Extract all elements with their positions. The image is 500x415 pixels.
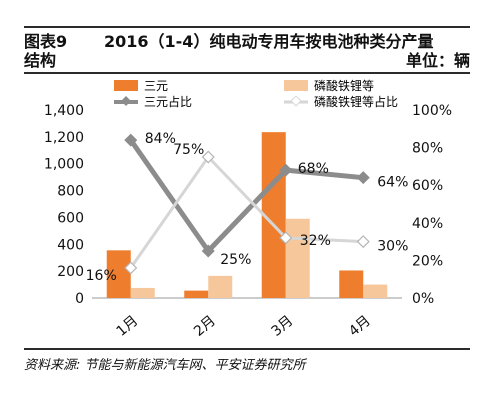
point-lfp-share-2 <box>201 150 215 164</box>
right-axis-tick-label: 40% <box>412 216 443 232</box>
bar-lfp-3 <box>285 218 310 298</box>
data-label-ternary-share-3: 68% <box>298 161 329 177</box>
left-axis-tick-label: 600 <box>57 210 84 226</box>
line-ternary-share <box>128 138 364 254</box>
legend-marker-lfp-share <box>290 95 302 107</box>
left-axis-tick-label: 1,400 <box>44 103 84 119</box>
legend-label-ternary-share: 三元占比 <box>144 94 192 109</box>
line-marks: 84% 25% 68% 64% 16% 75% 32% 30% <box>86 131 409 284</box>
line-lfp-share <box>129 155 364 269</box>
right-axis-tick-label: 80% <box>412 141 443 157</box>
data-label-lfp-share-4: 30% <box>377 239 408 255</box>
left-axis-tick-label: 200 <box>57 264 84 280</box>
data-label-lfp-share-2: 75% <box>173 142 204 158</box>
footer-rule <box>24 348 470 350</box>
left-axis-tick-label: 800 <box>57 184 84 200</box>
legend-swatch-ternary <box>114 80 138 91</box>
bar-ternary-4 <box>339 270 364 298</box>
right-axis-tick-label: 0% <box>412 291 434 307</box>
bar-lfp-4 <box>363 284 388 298</box>
data-label-ternary-share-4: 64% <box>377 175 408 191</box>
left-axis-tick-label: 400 <box>57 237 84 253</box>
bar-ternary-1 <box>106 250 131 298</box>
point-ternary-share-4 <box>356 171 370 185</box>
chart-figure: 图表9 结构 2016（1-4）纯电动专用车按电池种类分产量 单位：辆 三元 磷… <box>24 22 470 394</box>
point-lfp-share-1 <box>124 261 138 275</box>
source-note: 资料来源: 节能与新能源汽车网、平安证券研究所 <box>24 358 306 373</box>
legend-label-lfp-share: 磷酸铁锂等占比 <box>314 94 398 109</box>
figure-number-continued: 结构 <box>24 51 57 70</box>
combo-chart: 三元 磷酸铁锂等 三元占比 磷酸铁锂等占比 0 200 400 600 800 1,000… <box>44 78 452 340</box>
left-axis-tick-label: 0 <box>75 291 84 307</box>
point-lfp-share-3 <box>279 231 293 245</box>
right-axis-tick-label: 60% <box>412 178 443 194</box>
x-axis-tick-label: 3月 <box>268 313 296 340</box>
figure-number: 图表9 结构 <box>24 32 94 70</box>
data-label-ternary-share-1: 84% <box>145 131 176 147</box>
point-ternary-share-3 <box>279 163 293 177</box>
x-axis-ticks: 1月 2月 3月 4月 <box>113 313 373 340</box>
left-axis-tick-label: 1,200 <box>44 130 84 146</box>
legend-label-ternary: 三元 <box>144 79 168 93</box>
bar-ternary-2 <box>184 290 209 298</box>
data-label-ternary-share-2: 25% <box>220 252 251 268</box>
left-axis-tick-label: 1,000 <box>44 157 84 173</box>
point-ternary-share-1 <box>124 133 138 147</box>
legend-label-lfp: 磷酸铁锂等 <box>314 78 374 93</box>
right-axis-tick-label: 100% <box>412 103 452 119</box>
left-axis-ticks: 0 200 400 600 800 1,000 1,200 1,400 <box>44 103 84 307</box>
x-axis-tick-label: 2月 <box>191 313 219 340</box>
point-lfp-share-4 <box>356 235 370 249</box>
bar-lfp-2 <box>208 275 233 298</box>
chart-title: 2016（1-4）纯电动专用车按电池种类分产量 <box>104 32 434 51</box>
x-axis-tick-label: 4月 <box>346 313 374 340</box>
data-label-lfp-share-1: 16% <box>86 268 117 284</box>
chart-unit: 单位：辆 <box>405 51 470 70</box>
x-axis-tick-label: 1月 <box>113 313 141 340</box>
figure-number-label: 图表9 <box>24 32 68 51</box>
header-top-rule <box>24 26 470 28</box>
right-axis-ticks: 0% 20% 40% 60% 80% 100% <box>412 103 452 307</box>
right-axis-tick-label: 20% <box>412 253 443 269</box>
bar-marks <box>106 132 388 298</box>
legend-marker-ternary-share <box>121 96 131 106</box>
header-bottom-rule <box>24 72 470 74</box>
bar-lfp-1 <box>130 287 155 298</box>
legend: 三元 磷酸铁锂等 三元占比 磷酸铁锂等占比 <box>114 78 398 109</box>
legend-swatch-lfp <box>284 80 308 91</box>
data-label-lfp-share-3: 32% <box>300 233 331 249</box>
point-ternary-share-2 <box>201 244 215 258</box>
